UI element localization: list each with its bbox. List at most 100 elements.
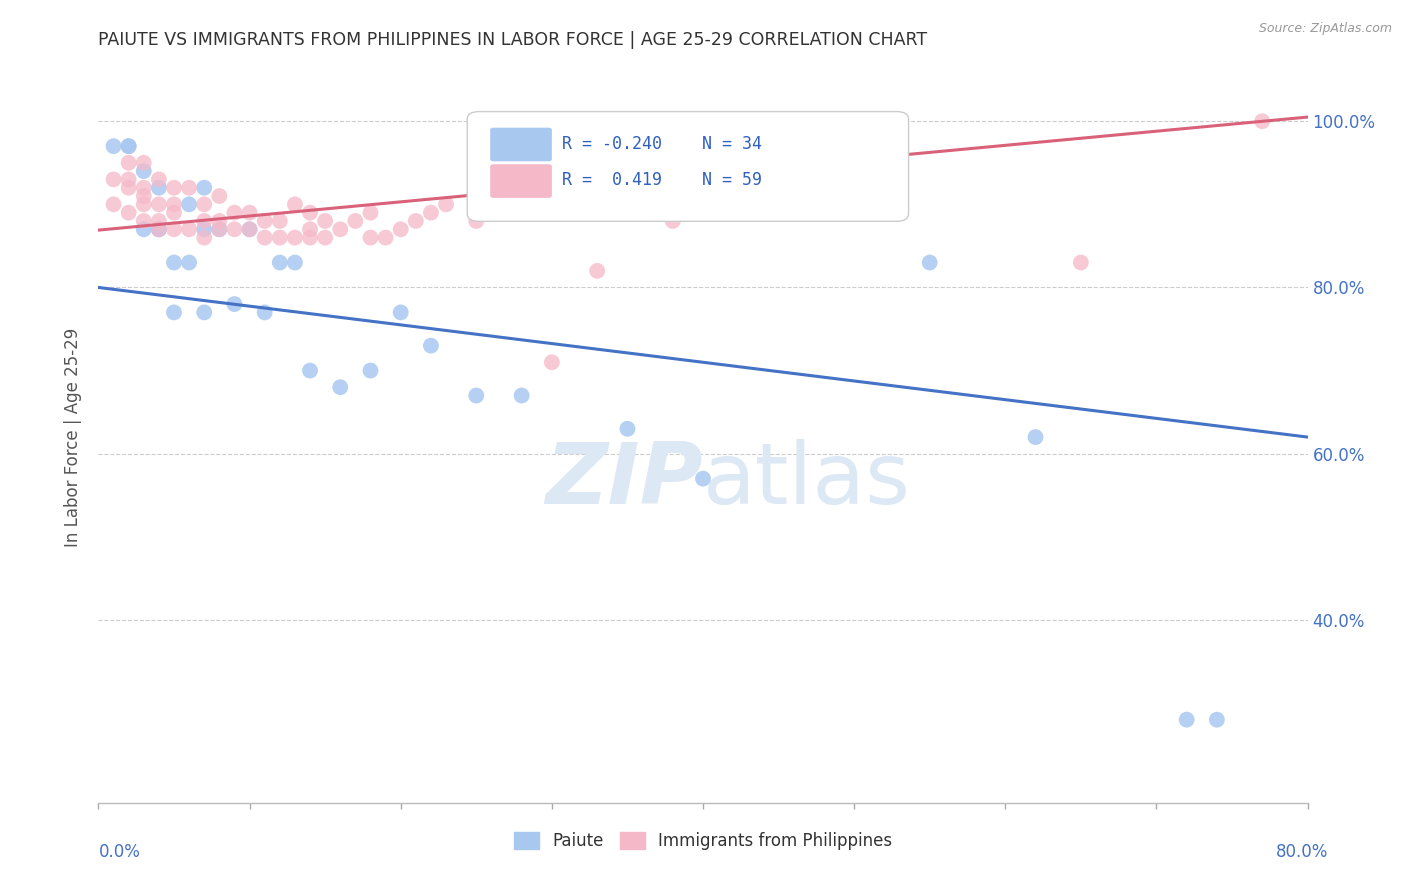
Point — [163, 197, 186, 211]
Point — [193, 197, 215, 211]
Point — [148, 180, 170, 194]
Text: PAIUTE VS IMMIGRANTS FROM PHILIPPINES IN LABOR FORCE | AGE 25-29 CORRELATION CHA: PAIUTE VS IMMIGRANTS FROM PHILIPPINES IN… — [98, 31, 928, 49]
Text: ZIP: ZIP — [546, 440, 703, 523]
Point — [314, 214, 336, 228]
Point — [692, 472, 714, 486]
Point — [103, 172, 125, 186]
Point — [314, 230, 336, 244]
FancyBboxPatch shape — [491, 164, 551, 198]
Point — [540, 355, 562, 369]
Point — [692, 172, 714, 186]
Point — [148, 172, 170, 186]
Legend: Paiute, Immigrants from Philippines: Paiute, Immigrants from Philippines — [508, 825, 898, 856]
Point — [360, 230, 382, 244]
Text: atlas: atlas — [703, 440, 911, 523]
Point — [253, 230, 276, 244]
Point — [465, 214, 488, 228]
Point — [405, 214, 427, 228]
Point — [329, 380, 352, 394]
Point — [224, 205, 246, 219]
Text: R = -0.240    N = 34: R = -0.240 N = 34 — [561, 135, 762, 153]
Point — [132, 164, 155, 178]
Point — [420, 205, 443, 219]
Point — [148, 197, 170, 211]
Point — [253, 214, 276, 228]
Point — [118, 172, 141, 186]
Point — [163, 305, 186, 319]
FancyBboxPatch shape — [491, 128, 551, 161]
Point — [360, 363, 382, 377]
Point — [179, 180, 201, 194]
Point — [193, 305, 215, 319]
Point — [661, 214, 683, 228]
Point — [148, 214, 170, 228]
Point — [374, 230, 396, 244]
Text: R =  0.419    N = 59: R = 0.419 N = 59 — [561, 171, 762, 189]
Point — [193, 230, 215, 244]
Point — [103, 139, 125, 153]
Point — [269, 255, 291, 269]
Point — [360, 205, 382, 219]
Point — [193, 180, 215, 194]
Point — [344, 214, 367, 228]
Point — [148, 222, 170, 236]
Point — [389, 305, 412, 319]
Point — [148, 222, 170, 236]
Point — [918, 255, 941, 269]
Point — [284, 255, 307, 269]
Point — [269, 214, 291, 228]
Point — [253, 305, 276, 319]
Point — [1070, 255, 1092, 269]
Point — [179, 197, 201, 211]
Point — [208, 222, 231, 236]
FancyBboxPatch shape — [467, 112, 908, 221]
Point — [208, 189, 231, 203]
Point — [118, 180, 141, 194]
Point — [179, 255, 201, 269]
Point — [179, 222, 201, 236]
Point — [239, 222, 262, 236]
Point — [284, 197, 307, 211]
Point — [586, 264, 609, 278]
Text: 0.0%: 0.0% — [98, 843, 141, 861]
Point — [1206, 713, 1229, 727]
Point — [299, 230, 322, 244]
Point — [163, 205, 186, 219]
Point — [118, 139, 141, 153]
Point — [148, 222, 170, 236]
Point — [1024, 430, 1046, 444]
Point — [118, 205, 141, 219]
Point — [103, 197, 125, 211]
Y-axis label: In Labor Force | Age 25-29: In Labor Force | Age 25-29 — [65, 327, 83, 547]
Point — [118, 139, 141, 153]
Point — [208, 222, 231, 236]
Point — [616, 422, 638, 436]
Point — [118, 156, 141, 170]
Point — [163, 222, 186, 236]
Point — [495, 197, 517, 211]
Point — [163, 255, 186, 269]
Point — [132, 180, 155, 194]
Point — [208, 214, 231, 228]
Point — [1251, 114, 1274, 128]
Point — [420, 338, 443, 352]
Point — [465, 388, 488, 402]
Point — [193, 222, 215, 236]
Point — [434, 197, 457, 211]
Point — [269, 230, 291, 244]
Point — [132, 189, 155, 203]
Point — [329, 222, 352, 236]
Text: 80.0%: 80.0% — [1277, 843, 1329, 861]
Point — [224, 297, 246, 311]
Point — [510, 388, 533, 402]
Point — [163, 180, 186, 194]
Point — [299, 205, 322, 219]
Point — [239, 222, 262, 236]
Point — [193, 214, 215, 228]
Point — [1175, 713, 1198, 727]
Point — [132, 222, 155, 236]
Point — [299, 222, 322, 236]
Point — [132, 197, 155, 211]
Point — [239, 205, 262, 219]
Point — [132, 214, 155, 228]
